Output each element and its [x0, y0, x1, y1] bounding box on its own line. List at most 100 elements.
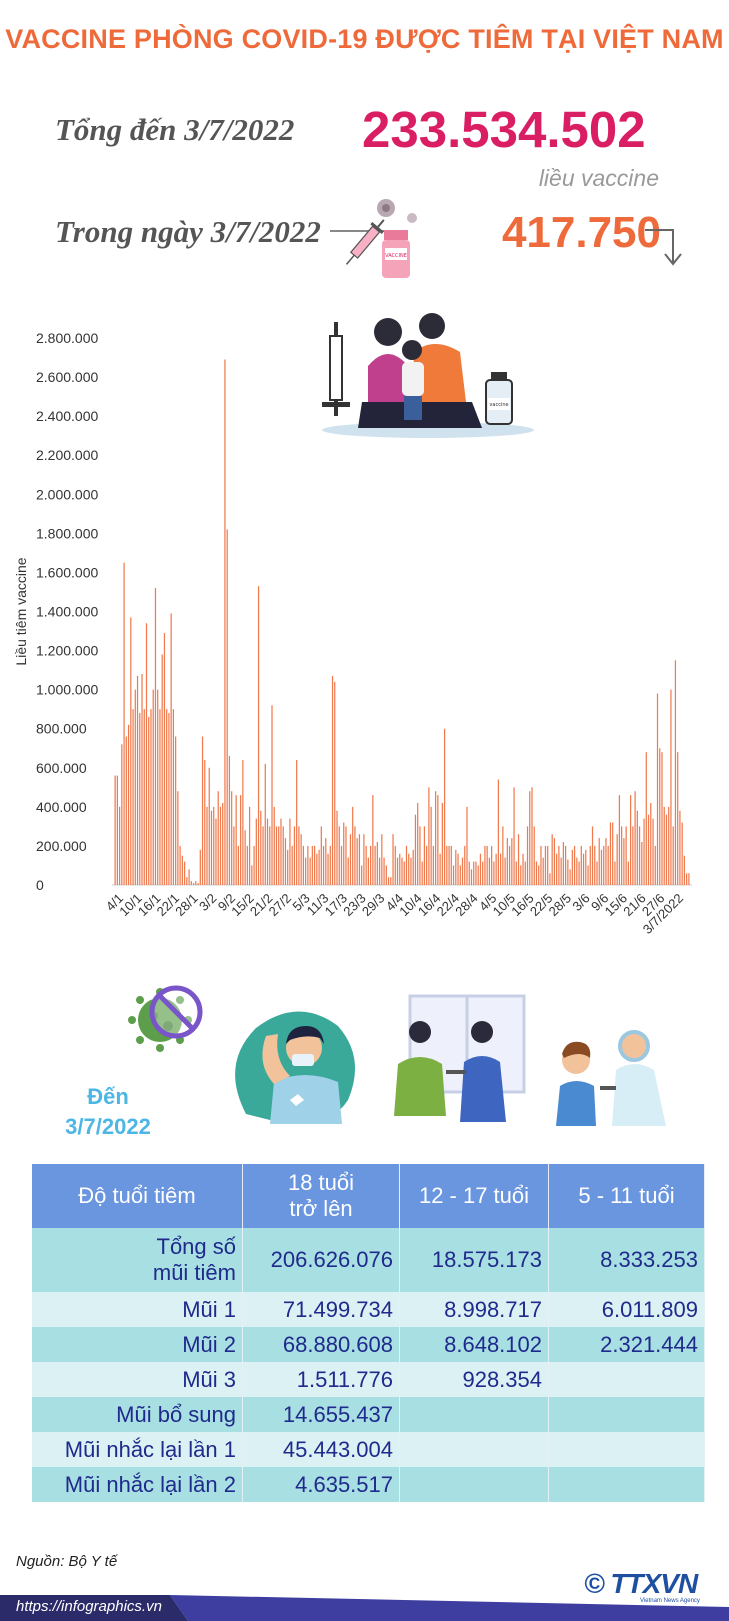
- chart-bar: [569, 869, 571, 885]
- chart-bar: [479, 853, 482, 885]
- chart-bar: [686, 873, 688, 885]
- chart-bar: [385, 865, 387, 885]
- chart-bar: [213, 806, 215, 885]
- chart-bar: [217, 791, 219, 885]
- y-tick-label: 800.000: [36, 721, 87, 737]
- chart-bar: [192, 883, 195, 885]
- chart-bar: [643, 818, 645, 885]
- chart-bar: [448, 845, 450, 885]
- cell-adults: 1.511.776: [242, 1362, 400, 1397]
- chart-bar: [589, 845, 591, 885]
- chart-bar: [405, 845, 408, 885]
- chart-bar: [273, 806, 275, 885]
- chart-bar: [665, 814, 668, 885]
- chart-bar: [632, 826, 634, 885]
- chart-bar: [547, 845, 549, 885]
- total-label: Tổng đến 3/7/2022: [55, 112, 295, 147]
- chart-bar: [542, 857, 544, 885]
- chart-bar: [410, 857, 412, 885]
- y-tick-label: 2.800.000: [36, 330, 98, 346]
- cell-12-17: 18.575.173: [399, 1228, 549, 1292]
- chart-bar: [553, 838, 556, 885]
- cell-adults: 68.880.608: [242, 1327, 400, 1362]
- chart-bar: [181, 855, 183, 885]
- chart-bar: [159, 709, 161, 885]
- chart-bar: [356, 838, 358, 885]
- chart-bar: [520, 865, 522, 885]
- chart-bar: [412, 849, 414, 885]
- teen-vaccination-illustration: [394, 994, 526, 1122]
- chart-bar: [215, 818, 217, 885]
- cell-12-17: [399, 1467, 549, 1502]
- cell-12-17: [399, 1397, 549, 1432]
- chart-bar: [168, 713, 170, 885]
- total-unit: liều vaccine: [538, 165, 659, 191]
- virus-crossed-icon: [128, 985, 203, 1052]
- chart-bar: [300, 834, 302, 885]
- chart-bar: [264, 763, 266, 885]
- chart-bar: [248, 806, 251, 885]
- chart-bar: [641, 842, 643, 885]
- table-row: Tổng số mũi tiêm 206.626.076 18.575.173 8.3…: [32, 1228, 705, 1292]
- chart-bar: [600, 849, 603, 885]
- adult-man-illustration: [235, 1011, 356, 1124]
- chart-bar: [381, 834, 383, 885]
- chart-bar: [652, 818, 654, 885]
- chart-bar: [475, 861, 477, 885]
- chart-bar: [136, 675, 139, 885]
- chart-bar: [428, 787, 430, 885]
- chart-bar: [430, 806, 432, 885]
- chart-bar: [499, 853, 502, 885]
- chart-bar: [558, 845, 560, 885]
- chart-bar: [401, 857, 403, 885]
- chart-bar: [127, 724, 130, 885]
- chart-bar: [450, 845, 452, 885]
- ttxvn-logo: © TTXVN: [584, 1568, 698, 1599]
- chart-bar: [280, 818, 282, 885]
- chart-bar: [677, 752, 679, 885]
- chart-bar: [141, 674, 143, 885]
- y-axis-title: Liều tiêm vaccine: [13, 557, 29, 665]
- chart-bar: [199, 849, 201, 885]
- chart-bar: [623, 838, 625, 885]
- chart-bar: [367, 857, 369, 885]
- chart-bar: [163, 632, 166, 885]
- chart-bar: [166, 709, 168, 885]
- cell-adults: 14.655.437: [242, 1397, 400, 1432]
- chart-bar: [320, 826, 322, 885]
- chart-bar: [603, 845, 605, 885]
- cell-12-17: 8.648.102: [399, 1327, 549, 1362]
- chart-bar: [378, 857, 381, 885]
- chart-bar: [484, 845, 486, 885]
- chart-bar: [365, 845, 367, 885]
- chart-bar: [551, 834, 553, 885]
- y-tick-label: 2.000.000: [36, 486, 98, 502]
- chart-bar: [414, 814, 417, 885]
- cell-5-11: [548, 1432, 705, 1467]
- chart-bar: [287, 849, 289, 885]
- y-tick-label: 400.000: [36, 799, 87, 815]
- day-value: 417.750: [501, 208, 661, 257]
- chart-bar: [237, 845, 240, 885]
- chart-bar: [477, 865, 479, 885]
- chart-bar: [224, 359, 226, 886]
- chart-bar: [511, 838, 513, 885]
- syringe-vial-icon: VACCINE: [330, 199, 417, 278]
- footer-url[interactable]: https://infographics.vn: [16, 1598, 162, 1615]
- chart-bar: [491, 845, 493, 885]
- chart-bar: [188, 869, 190, 885]
- table-row: Mũi nhắc lại lần 2 4.635.517: [32, 1467, 705, 1502]
- chart-bar: [591, 826, 594, 885]
- y-tick-label: 1.000.000: [36, 682, 98, 698]
- chart-bar: [121, 744, 123, 885]
- chart-bar: [452, 865, 455, 885]
- chart-bar: [540, 845, 542, 885]
- chart-bar: [493, 861, 495, 885]
- chart-bar: [354, 826, 356, 885]
- cell-5-11: [548, 1397, 705, 1432]
- cell-adults: 4.635.517: [242, 1467, 400, 1502]
- chart-bar: [343, 822, 345, 885]
- table-row: Mũi 2 68.880.608 8.648.102 2.321.444: [32, 1327, 705, 1362]
- chart-bar: [208, 767, 210, 885]
- chart-bar: [246, 845, 248, 885]
